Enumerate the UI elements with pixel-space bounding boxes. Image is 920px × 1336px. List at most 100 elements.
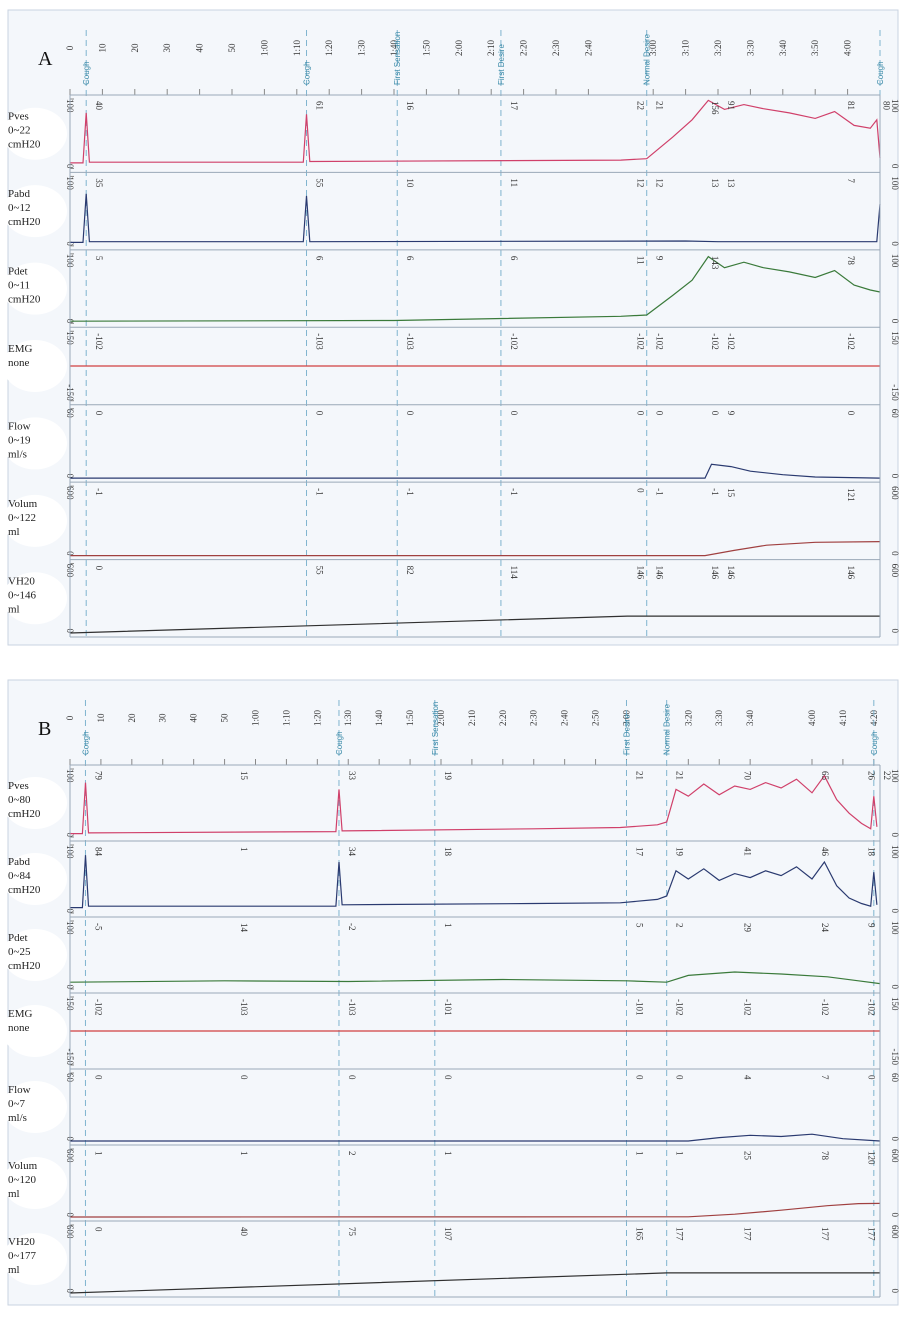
channel-name: Volum bbox=[8, 1160, 38, 1172]
channel-unit: ml bbox=[8, 603, 20, 615]
annotation: 35 bbox=[94, 178, 104, 188]
y-tick-label: 100 bbox=[890, 176, 900, 190]
x-tick-label: 1:30 bbox=[357, 40, 367, 57]
annotation: -102 bbox=[866, 999, 876, 1016]
channel-name: Pdet bbox=[8, 932, 28, 944]
x-tick-label: 1:00 bbox=[250, 710, 260, 727]
annotation: 0 bbox=[93, 1227, 103, 1232]
annotation: 0 bbox=[315, 411, 325, 416]
label-blob bbox=[3, 853, 67, 905]
x-tick-label: 20 bbox=[127, 713, 137, 723]
x-tick-label: 20 bbox=[130, 43, 140, 53]
annotation: 0 bbox=[846, 411, 856, 416]
channel-range: 0~7 bbox=[8, 1098, 25, 1110]
annotation: 121 bbox=[846, 488, 856, 502]
annotation: 0 bbox=[710, 411, 720, 416]
panel: B 0 10 20 30 40 50 1:00 1:10 1:20 1:30 1:40 1:50 2:00… bbox=[3, 679, 900, 1306]
annotation: 0 bbox=[443, 1075, 453, 1080]
event-label: Cough bbox=[82, 61, 91, 85]
annotation: 70 bbox=[743, 771, 753, 781]
annotation: 4 bbox=[743, 1075, 753, 1080]
annotation: 13 bbox=[726, 178, 736, 188]
y-tick-label: 600 bbox=[890, 1149, 900, 1163]
annotation: 17 bbox=[634, 847, 644, 857]
annotation: 9 bbox=[655, 256, 665, 261]
annotation: 156 bbox=[710, 101, 720, 115]
annotation: 177 bbox=[820, 1227, 830, 1241]
channel-name: EMG bbox=[8, 1008, 33, 1020]
x-tick-label: 2:20 bbox=[519, 40, 529, 57]
label-blob bbox=[3, 494, 67, 547]
y-tick-label: 0 bbox=[890, 164, 900, 169]
trace bbox=[70, 99, 881, 164]
annotation: 84 bbox=[93, 847, 103, 857]
channel-unit: cmH20 bbox=[8, 808, 41, 820]
event-label: Cough bbox=[303, 61, 312, 85]
channel-range: 0~80 bbox=[8, 794, 31, 806]
annotation: 18 bbox=[866, 847, 876, 857]
y-tick-label: 600 bbox=[890, 1225, 900, 1239]
annotation: 21 bbox=[655, 101, 665, 110]
annotation: -103 bbox=[239, 999, 249, 1016]
annotation: 146 bbox=[710, 566, 720, 580]
annotation: 41 bbox=[743, 847, 753, 856]
y-tick-label: 600 bbox=[890, 564, 900, 578]
event-label: First Desire bbox=[622, 714, 631, 755]
annotation: 0 bbox=[509, 411, 519, 416]
channel-unit: cmH20 bbox=[8, 960, 41, 972]
annotation: 107 bbox=[443, 1227, 453, 1241]
channel-range: 0~177 bbox=[8, 1250, 36, 1262]
event-label: Normal Desire bbox=[663, 703, 672, 755]
annotation: 0 bbox=[655, 411, 665, 416]
annotation: -102 bbox=[94, 333, 104, 350]
channel-unit: ml bbox=[8, 1264, 20, 1276]
annotation: 29 bbox=[743, 923, 753, 933]
x-tick-label: 1:20 bbox=[324, 40, 334, 57]
trace bbox=[69, 1202, 881, 1218]
annotation: -1 bbox=[655, 488, 665, 496]
x-tick-label: 3:00 bbox=[621, 710, 631, 727]
y-tick-label: 150 bbox=[890, 331, 900, 345]
annotation: -102 bbox=[635, 333, 645, 350]
channel-range: 0~19 bbox=[8, 434, 31, 446]
x-tick-label: 3:10 bbox=[681, 40, 691, 57]
x-tick-label: 1:50 bbox=[405, 710, 415, 727]
y-tick-label: 0 bbox=[890, 833, 900, 838]
annotation: 1 bbox=[239, 1151, 249, 1156]
x-tick-label: 1:00 bbox=[259, 40, 269, 57]
annotation: 21 bbox=[675, 771, 685, 780]
channel-range: 0~22 bbox=[8, 125, 30, 137]
x-tick-label: 30 bbox=[162, 43, 172, 53]
annotation: 81 bbox=[846, 101, 856, 110]
panel-label: B bbox=[38, 718, 51, 740]
event-label: Cough bbox=[335, 731, 344, 755]
channel-range: 0~11 bbox=[8, 280, 30, 292]
event-label: Normal Desire bbox=[643, 33, 652, 85]
annotation: 9 bbox=[726, 411, 736, 416]
x-tick-label: 4:10 bbox=[838, 710, 848, 727]
x-tick-label: 1:30 bbox=[343, 710, 353, 727]
annotation: 13 bbox=[710, 178, 720, 188]
annotation: -103 bbox=[315, 333, 325, 350]
annotation: -1 bbox=[509, 488, 519, 496]
y-tick-label: 100 bbox=[890, 99, 900, 113]
annotation: 5 bbox=[94, 256, 104, 261]
annotation: 0 bbox=[634, 1075, 644, 1080]
y-tick-label: 0 bbox=[890, 909, 900, 914]
annotation: 1 bbox=[634, 1151, 644, 1156]
y-tick-label: 0 bbox=[890, 629, 900, 634]
x-tick-label: 1:10 bbox=[281, 710, 291, 727]
x-tick-label: 3:00 bbox=[648, 40, 658, 57]
annotation: 146 bbox=[726, 566, 736, 580]
annotation: 0 bbox=[93, 1075, 103, 1080]
annotation: 12 bbox=[635, 178, 645, 187]
x-tick-label: 2:20 bbox=[498, 710, 508, 727]
annotation: 46 bbox=[820, 847, 830, 857]
annotation: 1 bbox=[93, 1151, 103, 1156]
channel-range: 0~25 bbox=[8, 946, 31, 958]
x-tick-label: 3:20 bbox=[683, 710, 693, 727]
x-tick-label: 2:10 bbox=[486, 40, 496, 57]
trace bbox=[69, 255, 881, 322]
channel-unit: cmH20 bbox=[8, 884, 41, 896]
annotation: 11 bbox=[509, 178, 519, 187]
